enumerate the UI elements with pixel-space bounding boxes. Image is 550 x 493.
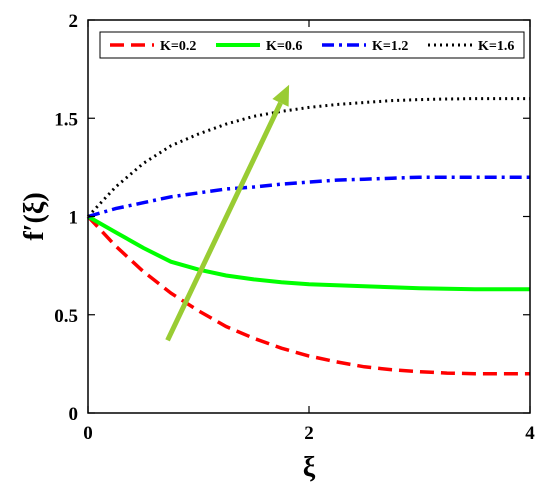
legend-label-3: K=1.2 (372, 39, 408, 54)
legend-label-2: K=0.6 (266, 39, 302, 54)
legend-label-1: K=0.2 (160, 39, 196, 54)
x-tick-label: 0 (83, 423, 93, 444)
x-tick-label: 2 (304, 423, 314, 444)
x-tick-label: 4 (525, 423, 535, 444)
series-line-2 (87, 214, 530, 292)
legend-label-4: K=1.6 (478, 39, 514, 54)
y-tick-label: 1.5 (54, 109, 78, 130)
series-line-1 (86, 215, 530, 376)
y-axis-label: f′(ξ) (19, 192, 50, 240)
x-axis-label: ξ (303, 452, 316, 483)
series-line-3 (87, 175, 530, 219)
annotation-arrow-head (272, 84, 290, 107)
y-tick-label: 1 (69, 208, 79, 229)
series-layer (86, 97, 530, 376)
annotation-arrow-shaft (165, 101, 283, 342)
y-tick-label: 0.5 (54, 306, 78, 327)
tick-layer: 0 2 4 0 0.5 1 1.5 2 (54, 11, 535, 444)
y-tick-label: 0 (69, 404, 79, 425)
series-line-4 (86, 97, 530, 218)
legend: K=0.2 K=0.6 K=1.2 K=1.6 (99, 31, 525, 59)
y-tick-label: 2 (69, 11, 79, 32)
annotation-layer (165, 84, 290, 342)
plot-frame (87, 19, 531, 414)
